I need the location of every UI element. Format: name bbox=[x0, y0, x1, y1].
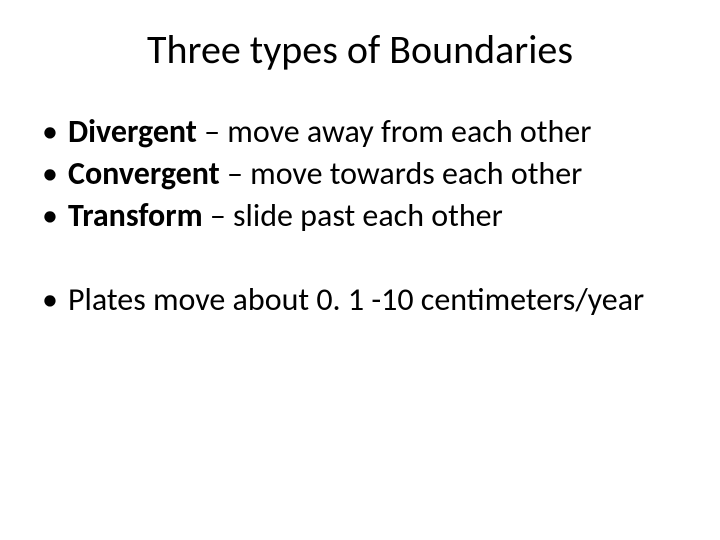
spacer bbox=[40, 238, 680, 280]
bullet-item: Convergent – move towards each other bbox=[40, 154, 680, 194]
slide: Three types of Boundaries Divergent – mo… bbox=[0, 0, 720, 540]
bullet-term: Transform bbox=[68, 196, 203, 235]
bullet-text: Plates move about 0. 1 -10 centimeters/y… bbox=[68, 280, 644, 319]
slide-title: Three types of Boundaries bbox=[40, 28, 680, 72]
bullet-desc: – move away from each other bbox=[197, 112, 591, 151]
bullet-item: Transform – slide past each other bbox=[40, 196, 680, 236]
bullet-term: Divergent bbox=[68, 112, 197, 151]
bullet-desc: – slide past each other bbox=[203, 196, 503, 235]
bullet-item: Divergent – move away from each other bbox=[40, 112, 680, 152]
bullet-desc: – move towards each other bbox=[220, 154, 583, 193]
bullet-list-extra: Plates move about 0. 1 -10 centimeters/y… bbox=[40, 280, 680, 320]
bullet-list: Divergent – move away from each other Co… bbox=[40, 112, 680, 236]
bullet-item: Plates move about 0. 1 -10 centimeters/y… bbox=[40, 280, 680, 320]
bullet-term: Convergent bbox=[68, 154, 220, 193]
